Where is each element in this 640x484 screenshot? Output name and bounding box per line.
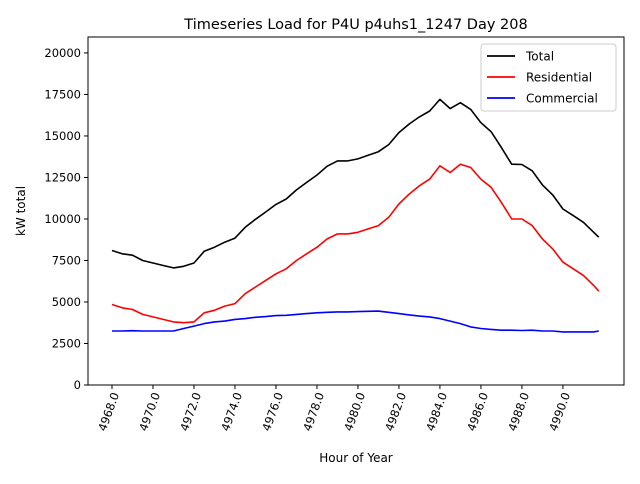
y-tick-label: 5000 xyxy=(52,295,81,309)
y-tick-label: 7500 xyxy=(52,253,81,267)
x-tick-label: 4974.0 xyxy=(218,390,245,433)
x-tick-label: 4978.0 xyxy=(300,390,327,433)
y-tick-label: 17500 xyxy=(44,87,81,101)
x-tick-label: 4972.0 xyxy=(177,390,204,433)
legend: Total Residential Commercial xyxy=(480,43,617,112)
x-tick-label: 4990.0 xyxy=(546,390,573,433)
series-line-residential xyxy=(111,163,600,324)
y-tick-label: 0 xyxy=(74,378,81,392)
plot-frame xyxy=(87,36,625,386)
x-tick-label: 4984.0 xyxy=(423,390,450,433)
x-tick-label: 4988.0 xyxy=(505,390,532,433)
y-axis-label: kW total xyxy=(14,186,28,236)
y-tick-label: 12500 xyxy=(44,170,81,184)
legend-label: Total xyxy=(525,50,554,64)
x-tick-label: 4970.0 xyxy=(136,390,163,433)
series-line-commercial xyxy=(112,310,599,333)
legend-frame xyxy=(480,43,617,112)
x-axis-label: Hour of Year xyxy=(319,451,393,465)
y-tick-label: 20000 xyxy=(44,46,81,60)
legend-label: Commercial xyxy=(526,92,598,106)
x-tick-label: 4982.0 xyxy=(382,390,409,433)
chart-title: Timeseries Load for P4U p4uhs1_1247 Day … xyxy=(183,17,527,33)
series-line-total xyxy=(111,98,600,269)
x-tick-label: 4980.0 xyxy=(341,390,368,433)
y-tick-label: 10000 xyxy=(44,212,81,226)
x-tick-label: 4976.0 xyxy=(259,390,286,433)
legend-label: Residential xyxy=(526,71,592,85)
y-tick-label: 15000 xyxy=(44,129,81,143)
y-tick-label: 2500 xyxy=(52,336,81,350)
x-tick-label: 4968.0 xyxy=(95,390,122,433)
x-tick-label: 4986.0 xyxy=(464,390,491,433)
